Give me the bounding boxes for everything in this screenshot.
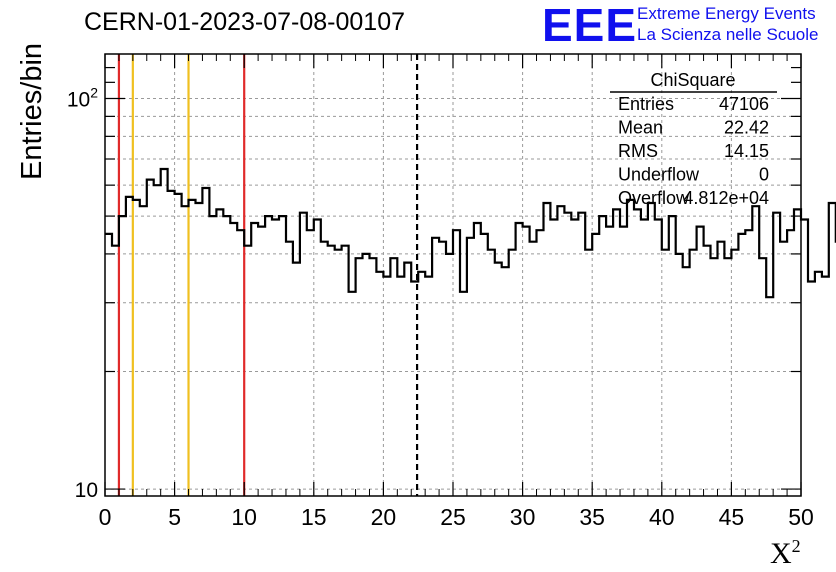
x-tick-label: 10 bbox=[231, 504, 257, 530]
grid bbox=[105, 54, 801, 496]
stats-row-label: Overflow bbox=[618, 188, 690, 208]
x-tick-label: 35 bbox=[579, 504, 605, 530]
stats-row-label: Entries bbox=[618, 94, 674, 114]
x-tick-label: 40 bbox=[649, 504, 675, 530]
x-tick-label: 5 bbox=[168, 504, 181, 530]
x-axis-label: X2 bbox=[770, 536, 801, 571]
chart-title: CERN-01-2023-07-08-00107 bbox=[84, 8, 406, 36]
x-tick-label: 25 bbox=[440, 504, 466, 530]
eee-logo: EEE bbox=[542, 0, 638, 51]
axis-ticks: 0 5 10 15 20 25 30 35 40 45 50 10 102 bbox=[67, 54, 814, 530]
stats-row-value: 47106 bbox=[719, 94, 769, 114]
x-tick-label: 30 bbox=[510, 504, 536, 530]
stats-row-value: 14.15 bbox=[724, 141, 769, 161]
x-axis-label-base: X bbox=[770, 537, 792, 570]
histogram-series-line bbox=[105, 167, 836, 299]
stats-row-value: 4.812e+04 bbox=[683, 188, 769, 208]
x-tick-label: 15 bbox=[301, 504, 327, 530]
y-tick-label: 10 bbox=[75, 479, 98, 502]
x-axis-label-sup: 2 bbox=[791, 536, 801, 556]
reference-lines bbox=[117, 54, 419, 496]
stats-title: ChiSquare bbox=[650, 70, 735, 90]
x-tick-label: 50 bbox=[788, 504, 814, 530]
stats-row-label: Underflow bbox=[618, 165, 700, 185]
stats-row-label: RMS bbox=[618, 141, 658, 161]
x-tick-label: 0 bbox=[99, 504, 112, 530]
stats-row-value: 22.42 bbox=[724, 118, 769, 138]
x-tick-label: 20 bbox=[371, 504, 397, 530]
logo-line-1: Extreme Energy Events bbox=[637, 4, 816, 23]
x-tick-label: 45 bbox=[719, 504, 745, 530]
y-tick-label: 102 bbox=[67, 85, 98, 112]
stats-row-value: 0 bbox=[759, 165, 769, 185]
stats-box: ChiSquare Entries 47106 Mean 22.42 RMS 14.15 Un… bbox=[610, 70, 777, 208]
logo-line-2: La Scienza nelle Scuole bbox=[637, 25, 819, 44]
stats-row-label: Mean bbox=[618, 118, 663, 138]
